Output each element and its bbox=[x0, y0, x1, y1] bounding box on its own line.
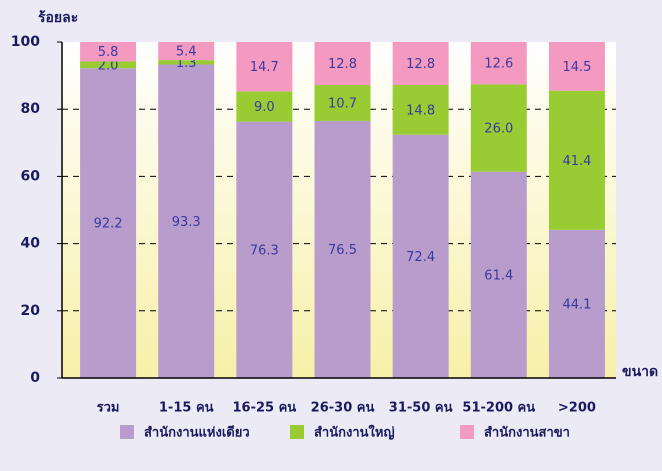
value-label: 14.8 bbox=[406, 103, 435, 118]
value-label: 2.0 bbox=[98, 58, 119, 73]
x-tick-label: 31-50 คน bbox=[389, 401, 453, 416]
y-tick-label: 40 bbox=[21, 236, 41, 252]
value-label: 14.5 bbox=[562, 60, 591, 75]
bar-segment bbox=[80, 68, 137, 378]
value-label: 5.4 bbox=[176, 45, 197, 60]
bar-segment bbox=[158, 60, 215, 65]
legend-swatch bbox=[290, 425, 304, 439]
bar-segment bbox=[314, 85, 371, 121]
bar-segment bbox=[548, 90, 605, 230]
value-label: 12.8 bbox=[328, 57, 357, 72]
value-label: 72.4 bbox=[406, 250, 435, 265]
value-label: 12.8 bbox=[406, 57, 435, 72]
y-tick-label: 100 bbox=[11, 34, 40, 50]
value-label: 92.2 bbox=[94, 217, 123, 232]
x-tick-label: 26-30 คน bbox=[311, 401, 375, 416]
x-tick-label: 16-25 คน bbox=[233, 401, 297, 416]
x-tick-label: รวม bbox=[97, 401, 120, 416]
value-label: 61.4 bbox=[484, 268, 513, 283]
y-tick-label: 80 bbox=[21, 101, 41, 117]
bar-segment bbox=[470, 171, 527, 378]
legend-swatch bbox=[460, 425, 474, 439]
bar-segment bbox=[236, 121, 293, 378]
value-label: 76.3 bbox=[250, 243, 279, 258]
bar-segment bbox=[158, 42, 215, 61]
y-axis-label: ร้อยละ bbox=[38, 10, 78, 26]
bar-segment bbox=[80, 61, 137, 69]
y-tick-label: 0 bbox=[30, 370, 40, 386]
x-axis-label: ขนาด bbox=[622, 364, 658, 380]
y-tick-label: 60 bbox=[21, 168, 41, 184]
bar-segment bbox=[548, 229, 605, 378]
bar-segment bbox=[158, 64, 215, 379]
bar-segment bbox=[236, 91, 293, 122]
bar-segment bbox=[392, 134, 449, 378]
legend-swatch bbox=[120, 425, 134, 439]
value-label: 9.0 bbox=[254, 100, 275, 115]
value-label: 12.6 bbox=[484, 57, 513, 72]
value-label: 5.8 bbox=[98, 45, 119, 60]
x-tick-label: >200 bbox=[558, 401, 596, 416]
y-tick-label: 20 bbox=[21, 303, 41, 319]
legend-label: สำนักงานใหญ่ bbox=[314, 424, 395, 441]
bar-segment bbox=[392, 42, 449, 86]
x-tick-label: 51-200 คน bbox=[462, 401, 535, 416]
value-label: 44.1 bbox=[562, 297, 591, 312]
legend-label: สำนักงานแห่งเดียว bbox=[144, 425, 250, 441]
legend-label: สำนักงานสาขา bbox=[484, 425, 570, 441]
value-label: 41.4 bbox=[562, 154, 591, 169]
value-label: 93.3 bbox=[172, 215, 201, 230]
value-label: 14.7 bbox=[250, 60, 279, 75]
bar-segment bbox=[236, 42, 293, 92]
bar-segment bbox=[470, 42, 527, 85]
value-label: 26.0 bbox=[484, 122, 513, 137]
bar-segment bbox=[314, 120, 371, 379]
value-label: 76.5 bbox=[328, 243, 357, 258]
bar-segment bbox=[80, 42, 137, 62]
bar-segment bbox=[548, 42, 605, 91]
bar-segment bbox=[392, 85, 449, 135]
bar-segment bbox=[470, 84, 527, 172]
value-label: 10.7 bbox=[328, 96, 357, 111]
x-tick-label: 1-15 คน bbox=[159, 401, 214, 416]
bar-segment bbox=[314, 42, 371, 86]
